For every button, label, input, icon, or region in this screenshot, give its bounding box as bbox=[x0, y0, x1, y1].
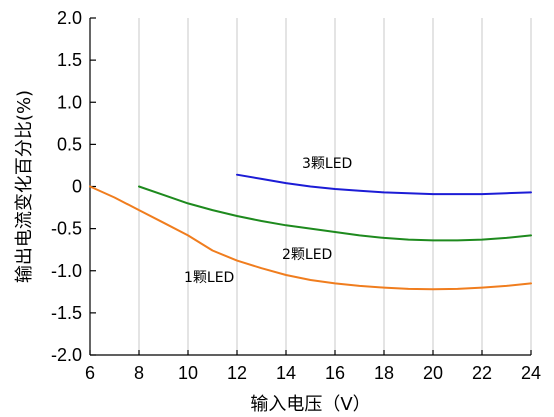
y-tick-label: 2.0 bbox=[57, 8, 82, 28]
axes-layer: 2.0 1.5 1.0 0.5 0 -0.5 -1.0 -1.5 -2.06 8 10 12 14 16 1… bbox=[51, 8, 541, 383]
y-tick-label: -0.5 bbox=[51, 219, 82, 239]
series-line-2-led bbox=[138, 185, 532, 242]
y-tick-label: 1.5 bbox=[57, 50, 82, 70]
x-tick-label: 20 bbox=[423, 363, 443, 383]
series-line-3-led bbox=[236, 173, 532, 196]
series-layer bbox=[89, 173, 532, 291]
y-tick-label: 0 bbox=[72, 177, 82, 197]
y-tick-label: 1.0 bbox=[57, 92, 82, 112]
series-label-2-led: 2颗LED bbox=[282, 247, 332, 263]
grid-layer bbox=[138, 18, 532, 355]
x-tick-label: 6 bbox=[85, 363, 95, 383]
x-tick-label: 14 bbox=[276, 363, 296, 383]
y-axis-title: 输出电流变化百分比(%) bbox=[14, 90, 35, 283]
x-tick-label: 22 bbox=[472, 363, 492, 383]
series-label-3-led: 3颗LED bbox=[302, 156, 352, 172]
x-tick-label: 10 bbox=[178, 363, 198, 383]
series-line-1-led bbox=[89, 185, 532, 291]
y-tick-label: 0.5 bbox=[57, 134, 82, 154]
labels-layer: 1颗LED 2颗LED 3颗LED bbox=[184, 156, 352, 286]
x-tick-label: 24 bbox=[521, 363, 541, 383]
x-tick-label: 8 bbox=[134, 363, 144, 383]
x-tick-label: 12 bbox=[227, 363, 247, 383]
y-tick-label: -1.0 bbox=[51, 261, 82, 281]
series-label-1-led: 1颗LED bbox=[184, 270, 234, 286]
x-axis-title: 输入电压（V） bbox=[250, 394, 370, 415]
x-tick-label: 16 bbox=[325, 363, 345, 383]
y-tick-label: -1.5 bbox=[51, 303, 82, 323]
x-tick-label: 18 bbox=[374, 363, 394, 383]
y-tick-label: -2.0 bbox=[51, 345, 82, 365]
